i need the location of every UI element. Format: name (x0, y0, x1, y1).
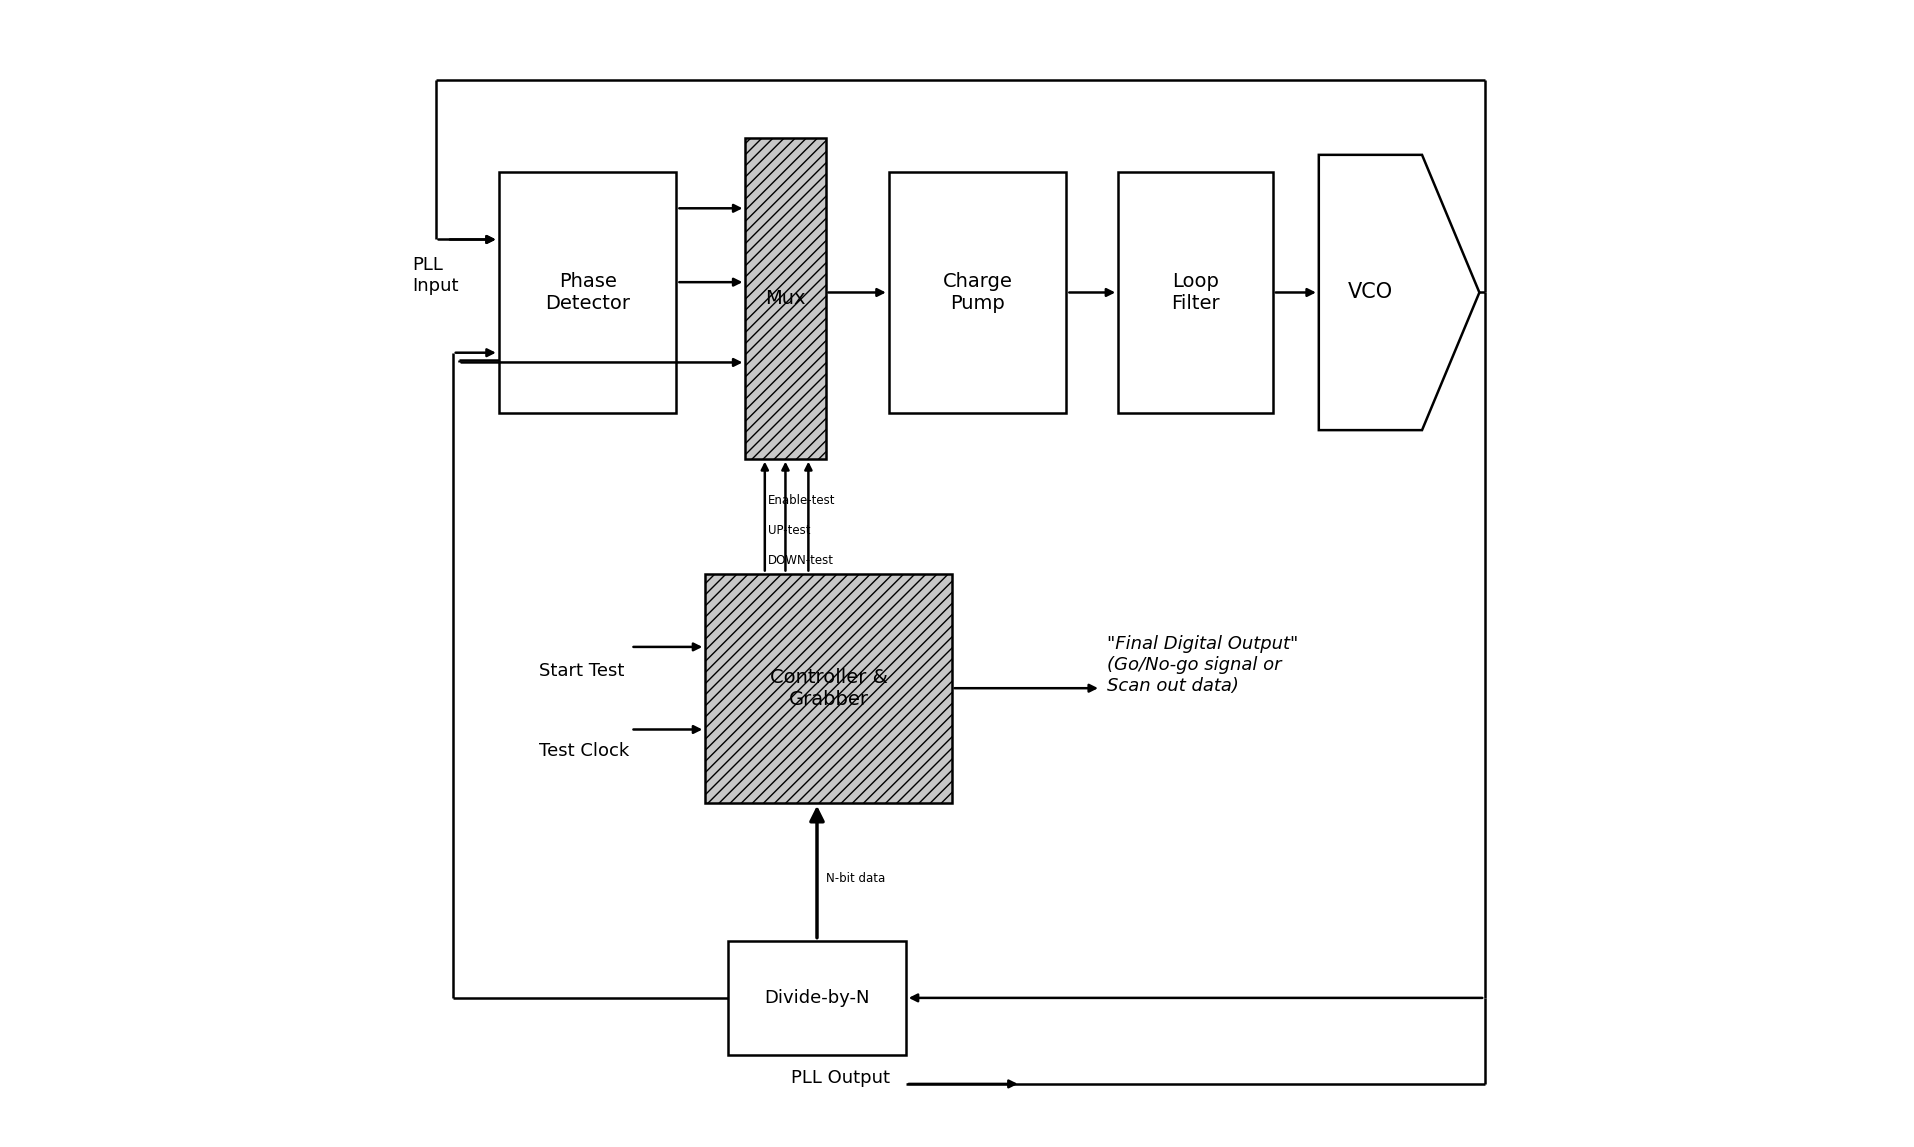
Bar (745, 138, 825, 459)
Text: N-bit data: N-bit data (825, 873, 884, 885)
Text: DOWN-test: DOWN-test (768, 554, 835, 567)
Text: Loop
Filter: Loop Filter (1171, 272, 1219, 313)
Bar (727, 941, 905, 1055)
Text: Divide-by-N: Divide-by-N (764, 989, 869, 1007)
Text: UP-test: UP-test (768, 524, 810, 537)
Bar (498, 172, 676, 413)
Text: Enable-test: Enable-test (768, 494, 835, 507)
Text: Test Clock: Test Clock (538, 742, 630, 760)
Bar (1118, 172, 1273, 413)
Text: Charge
Pump: Charge Pump (942, 272, 1013, 313)
Text: Controller &
Grabber: Controller & Grabber (769, 668, 886, 709)
Text: "Final Digital Output"
(Go/No-go signal or
Scan out data): "Final Digital Output" (Go/No-go signal … (1106, 635, 1298, 695)
Polygon shape (1319, 155, 1480, 430)
Text: VCO: VCO (1347, 282, 1391, 303)
Text: Phase
Detector: Phase Detector (545, 272, 630, 313)
Bar (888, 172, 1066, 413)
Text: PLL
Input: PLL Input (412, 256, 459, 295)
Text: Mux: Mux (766, 289, 806, 307)
Text: Start Test: Start Test (538, 662, 624, 680)
Text: PLL Output: PLL Output (790, 1069, 890, 1087)
Bar (704, 574, 951, 803)
